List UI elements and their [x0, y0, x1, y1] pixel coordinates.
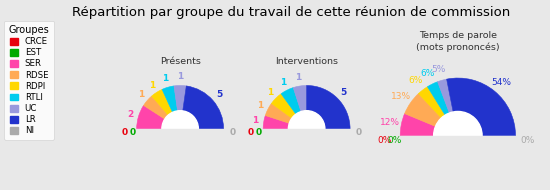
- Text: Répartition par groupe du travail de cette réunion de commission: Répartition par groupe du travail de cet…: [73, 6, 510, 19]
- Bar: [237, 129, 376, 153]
- Text: 1: 1: [177, 72, 183, 81]
- Text: 5: 5: [216, 90, 223, 99]
- Wedge shape: [265, 103, 292, 123]
- Text: 6%: 6%: [420, 69, 434, 78]
- Text: 1: 1: [149, 81, 155, 89]
- Title: Temps de parole
(mots prononcés): Temps de parole (mots prononcés): [416, 31, 500, 52]
- Wedge shape: [263, 116, 289, 129]
- Wedge shape: [419, 87, 445, 118]
- Text: 5: 5: [340, 88, 346, 97]
- Text: 13%: 13%: [391, 92, 411, 101]
- Wedge shape: [427, 82, 449, 115]
- Text: 1: 1: [257, 101, 263, 110]
- Circle shape: [288, 111, 325, 147]
- Text: 1: 1: [162, 74, 168, 83]
- Wedge shape: [405, 94, 441, 126]
- Wedge shape: [400, 114, 436, 136]
- Text: 12%: 12%: [380, 118, 400, 127]
- Wedge shape: [438, 79, 453, 113]
- Text: 1: 1: [252, 116, 258, 125]
- Text: 54%: 54%: [492, 78, 512, 87]
- Wedge shape: [281, 88, 301, 114]
- Text: 1: 1: [295, 73, 301, 82]
- Wedge shape: [447, 78, 515, 136]
- Text: 0%: 0%: [377, 136, 391, 145]
- Text: 1: 1: [280, 78, 286, 87]
- Circle shape: [433, 112, 482, 160]
- Title: Présents: Présents: [160, 57, 201, 66]
- Text: 0: 0: [229, 128, 235, 137]
- Text: 0%: 0%: [387, 136, 402, 145]
- Text: 2: 2: [127, 110, 133, 119]
- Wedge shape: [183, 86, 224, 129]
- Text: 1: 1: [138, 90, 144, 99]
- Text: 0: 0: [129, 128, 135, 137]
- Title: Interventions: Interventions: [275, 57, 338, 66]
- Text: 0: 0: [248, 128, 254, 137]
- Text: 5%: 5%: [432, 65, 446, 74]
- Wedge shape: [136, 105, 165, 129]
- Text: 0: 0: [256, 128, 262, 137]
- Bar: [366, 136, 550, 167]
- Wedge shape: [144, 96, 168, 119]
- Bar: [111, 129, 250, 153]
- Circle shape: [162, 111, 199, 147]
- Wedge shape: [152, 89, 173, 115]
- Wedge shape: [272, 94, 296, 118]
- Text: 0: 0: [356, 128, 362, 137]
- Text: 0%: 0%: [520, 136, 534, 145]
- Text: 6%: 6%: [409, 76, 423, 85]
- Legend: CRCE, EST, SER, RDSE, RDPI, RTLI, UC, LR, NI: CRCE, EST, SER, RDSE, RDPI, RTLI, UC, LR…: [4, 21, 54, 140]
- Wedge shape: [162, 86, 178, 112]
- Wedge shape: [307, 86, 350, 129]
- Wedge shape: [293, 86, 307, 112]
- Text: 0: 0: [122, 128, 128, 137]
- Wedge shape: [174, 86, 186, 111]
- Text: 1: 1: [267, 88, 273, 97]
